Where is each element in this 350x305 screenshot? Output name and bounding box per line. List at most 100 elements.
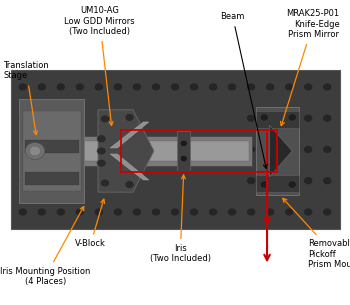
- Circle shape: [266, 145, 275, 153]
- Circle shape: [285, 114, 294, 122]
- Circle shape: [56, 145, 65, 153]
- Circle shape: [125, 181, 134, 188]
- Circle shape: [260, 114, 268, 121]
- Circle shape: [56, 177, 65, 185]
- Circle shape: [285, 208, 294, 216]
- Circle shape: [304, 83, 313, 91]
- Circle shape: [304, 177, 313, 185]
- Circle shape: [37, 114, 46, 122]
- Polygon shape: [98, 110, 154, 192]
- Circle shape: [56, 114, 65, 122]
- Circle shape: [75, 145, 84, 153]
- Circle shape: [304, 114, 313, 122]
- Bar: [25, 172, 79, 185]
- Text: Removable
Pickoff
Prism Mount: Removable Pickoff Prism Mount: [283, 198, 350, 269]
- Circle shape: [288, 114, 296, 121]
- Circle shape: [37, 208, 46, 216]
- Bar: [10, 70, 340, 229]
- Text: Beam: Beam: [220, 12, 267, 168]
- Circle shape: [323, 114, 332, 122]
- Circle shape: [228, 83, 237, 91]
- Circle shape: [94, 83, 103, 91]
- Circle shape: [25, 142, 45, 160]
- Circle shape: [209, 208, 218, 216]
- Circle shape: [18, 83, 27, 91]
- Circle shape: [304, 208, 313, 216]
- Circle shape: [75, 83, 84, 91]
- Circle shape: [113, 83, 122, 91]
- Circle shape: [246, 145, 256, 153]
- Circle shape: [266, 114, 275, 122]
- Circle shape: [189, 83, 198, 91]
- Circle shape: [18, 208, 27, 216]
- Circle shape: [209, 83, 218, 91]
- Bar: [23, 111, 80, 191]
- Circle shape: [18, 114, 27, 122]
- Circle shape: [266, 177, 275, 185]
- Circle shape: [75, 177, 84, 185]
- Polygon shape: [110, 122, 149, 148]
- Circle shape: [97, 159, 106, 167]
- Circle shape: [113, 208, 122, 216]
- Circle shape: [246, 83, 256, 91]
- Circle shape: [304, 145, 313, 153]
- Circle shape: [75, 114, 84, 122]
- Circle shape: [285, 145, 294, 153]
- Polygon shape: [270, 125, 292, 177]
- Circle shape: [125, 113, 134, 121]
- Circle shape: [152, 83, 161, 91]
- Circle shape: [152, 208, 161, 216]
- Circle shape: [56, 83, 65, 91]
- Circle shape: [37, 83, 46, 91]
- Circle shape: [37, 145, 46, 153]
- Bar: [19, 99, 84, 203]
- Bar: [121, 130, 276, 172]
- Bar: [256, 107, 299, 195]
- Bar: [256, 111, 299, 128]
- Circle shape: [285, 177, 294, 185]
- Circle shape: [75, 208, 84, 216]
- Circle shape: [132, 83, 141, 91]
- Circle shape: [97, 147, 106, 155]
- Circle shape: [100, 115, 110, 123]
- Text: Iris
(Two Included): Iris (Two Included): [150, 175, 211, 264]
- Circle shape: [37, 177, 46, 185]
- Circle shape: [29, 146, 41, 156]
- Polygon shape: [110, 154, 149, 180]
- Text: Iris Mounting Position
(4 Places): Iris Mounting Position (4 Places): [0, 206, 91, 286]
- Circle shape: [246, 177, 256, 185]
- Circle shape: [246, 114, 256, 122]
- Circle shape: [260, 181, 268, 188]
- Text: Translation
Stage: Translation Stage: [4, 61, 49, 135]
- Circle shape: [323, 177, 332, 185]
- Bar: [77, 136, 252, 166]
- Circle shape: [18, 177, 27, 185]
- Circle shape: [180, 156, 187, 162]
- Circle shape: [132, 208, 141, 216]
- Bar: [177, 131, 190, 171]
- Text: V-Block: V-Block: [75, 199, 106, 249]
- Circle shape: [94, 208, 103, 216]
- Circle shape: [18, 145, 27, 153]
- Circle shape: [323, 83, 332, 91]
- Circle shape: [170, 208, 180, 216]
- Circle shape: [180, 140, 187, 146]
- Circle shape: [228, 208, 237, 216]
- Circle shape: [323, 145, 332, 153]
- Circle shape: [266, 83, 275, 91]
- Circle shape: [56, 208, 65, 216]
- Bar: [25, 140, 79, 152]
- Circle shape: [100, 179, 110, 187]
- Circle shape: [170, 83, 180, 91]
- Circle shape: [189, 208, 198, 216]
- Circle shape: [285, 83, 294, 91]
- Bar: [256, 175, 299, 192]
- Text: UM10-AG
Low GDD Mirrors
(Two Included): UM10-AG Low GDD Mirrors (Two Included): [64, 6, 135, 125]
- Circle shape: [266, 208, 275, 216]
- Bar: [80, 141, 248, 161]
- Circle shape: [97, 135, 106, 143]
- Circle shape: [323, 208, 332, 216]
- Circle shape: [288, 181, 296, 188]
- Text: MRAK25-P01
Knife-Edge
Prism Mirror: MRAK25-P01 Knife-Edge Prism Mirror: [281, 9, 339, 126]
- Circle shape: [246, 208, 256, 216]
